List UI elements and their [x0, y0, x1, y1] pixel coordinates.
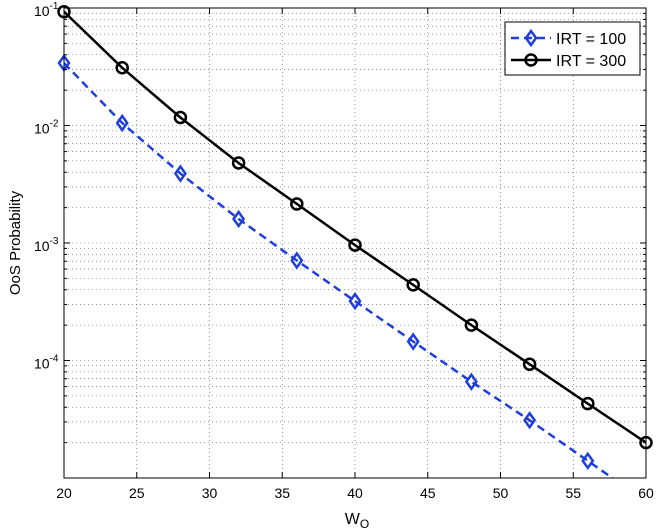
ticks [63, 8, 647, 479]
legend: IRT = 100 IRT = 300 [504, 21, 641, 76]
plot-area [64, 8, 646, 478]
series-line-0 [64, 62, 615, 478]
data-point [115, 113, 129, 133]
x-tick-label: 30 [202, 485, 218, 501]
y-tick-label: 10-2 [34, 119, 59, 137]
data-point [522, 357, 537, 371]
series-layer [64, 10, 646, 478]
data-point [581, 451, 595, 470]
x-tick-label: 20 [56, 485, 72, 501]
legend-marker-irt-100 [524, 28, 538, 48]
y-tick-label: 10-1 [34, 1, 59, 19]
data-point [581, 396, 595, 411]
data-point [232, 209, 246, 229]
data-point [523, 411, 537, 430]
data-point [290, 251, 304, 270]
x-tick-label: 25 [129, 485, 145, 501]
x-tick-label: 60 [638, 485, 654, 501]
legend-marker-irt-300 [524, 53, 538, 67]
x-tick-label: 40 [347, 485, 363, 501]
data-point [173, 110, 188, 125]
data-point [406, 332, 420, 351]
data-point [115, 61, 129, 75]
y-axis-label: OoS Probability [7, 190, 24, 295]
x-tick-label: 55 [565, 485, 581, 501]
data-point [464, 372, 478, 391]
data-point [406, 278, 420, 292]
legend-label-irt-300: IRT = 300 [556, 53, 626, 70]
data-point [173, 164, 187, 183]
x-tick-label: 35 [274, 485, 290, 501]
legend-label-irt-100: IRT = 100 [556, 31, 626, 48]
data-point [464, 318, 479, 332]
y-tick-labels: 10-1 10-2 10-3 10-4 [34, 1, 59, 372]
x-tick-label: 50 [493, 485, 509, 501]
y-tick-label: 10-3 [34, 236, 59, 254]
series-line-1 [64, 10, 646, 444]
data-point [290, 197, 304, 211]
data-point [348, 291, 362, 311]
x-tick-labels: 20 25 30 35 40 45 50 55 60 [56, 485, 654, 501]
x-tick-label: 45 [420, 485, 436, 501]
y-tick-label: 10-4 [34, 354, 59, 372]
markers-layer [57, 4, 653, 470]
data-point [348, 238, 362, 252]
data-point [231, 156, 246, 170]
x-axis-label: WO [345, 511, 369, 530]
legend-box [504, 21, 641, 76]
